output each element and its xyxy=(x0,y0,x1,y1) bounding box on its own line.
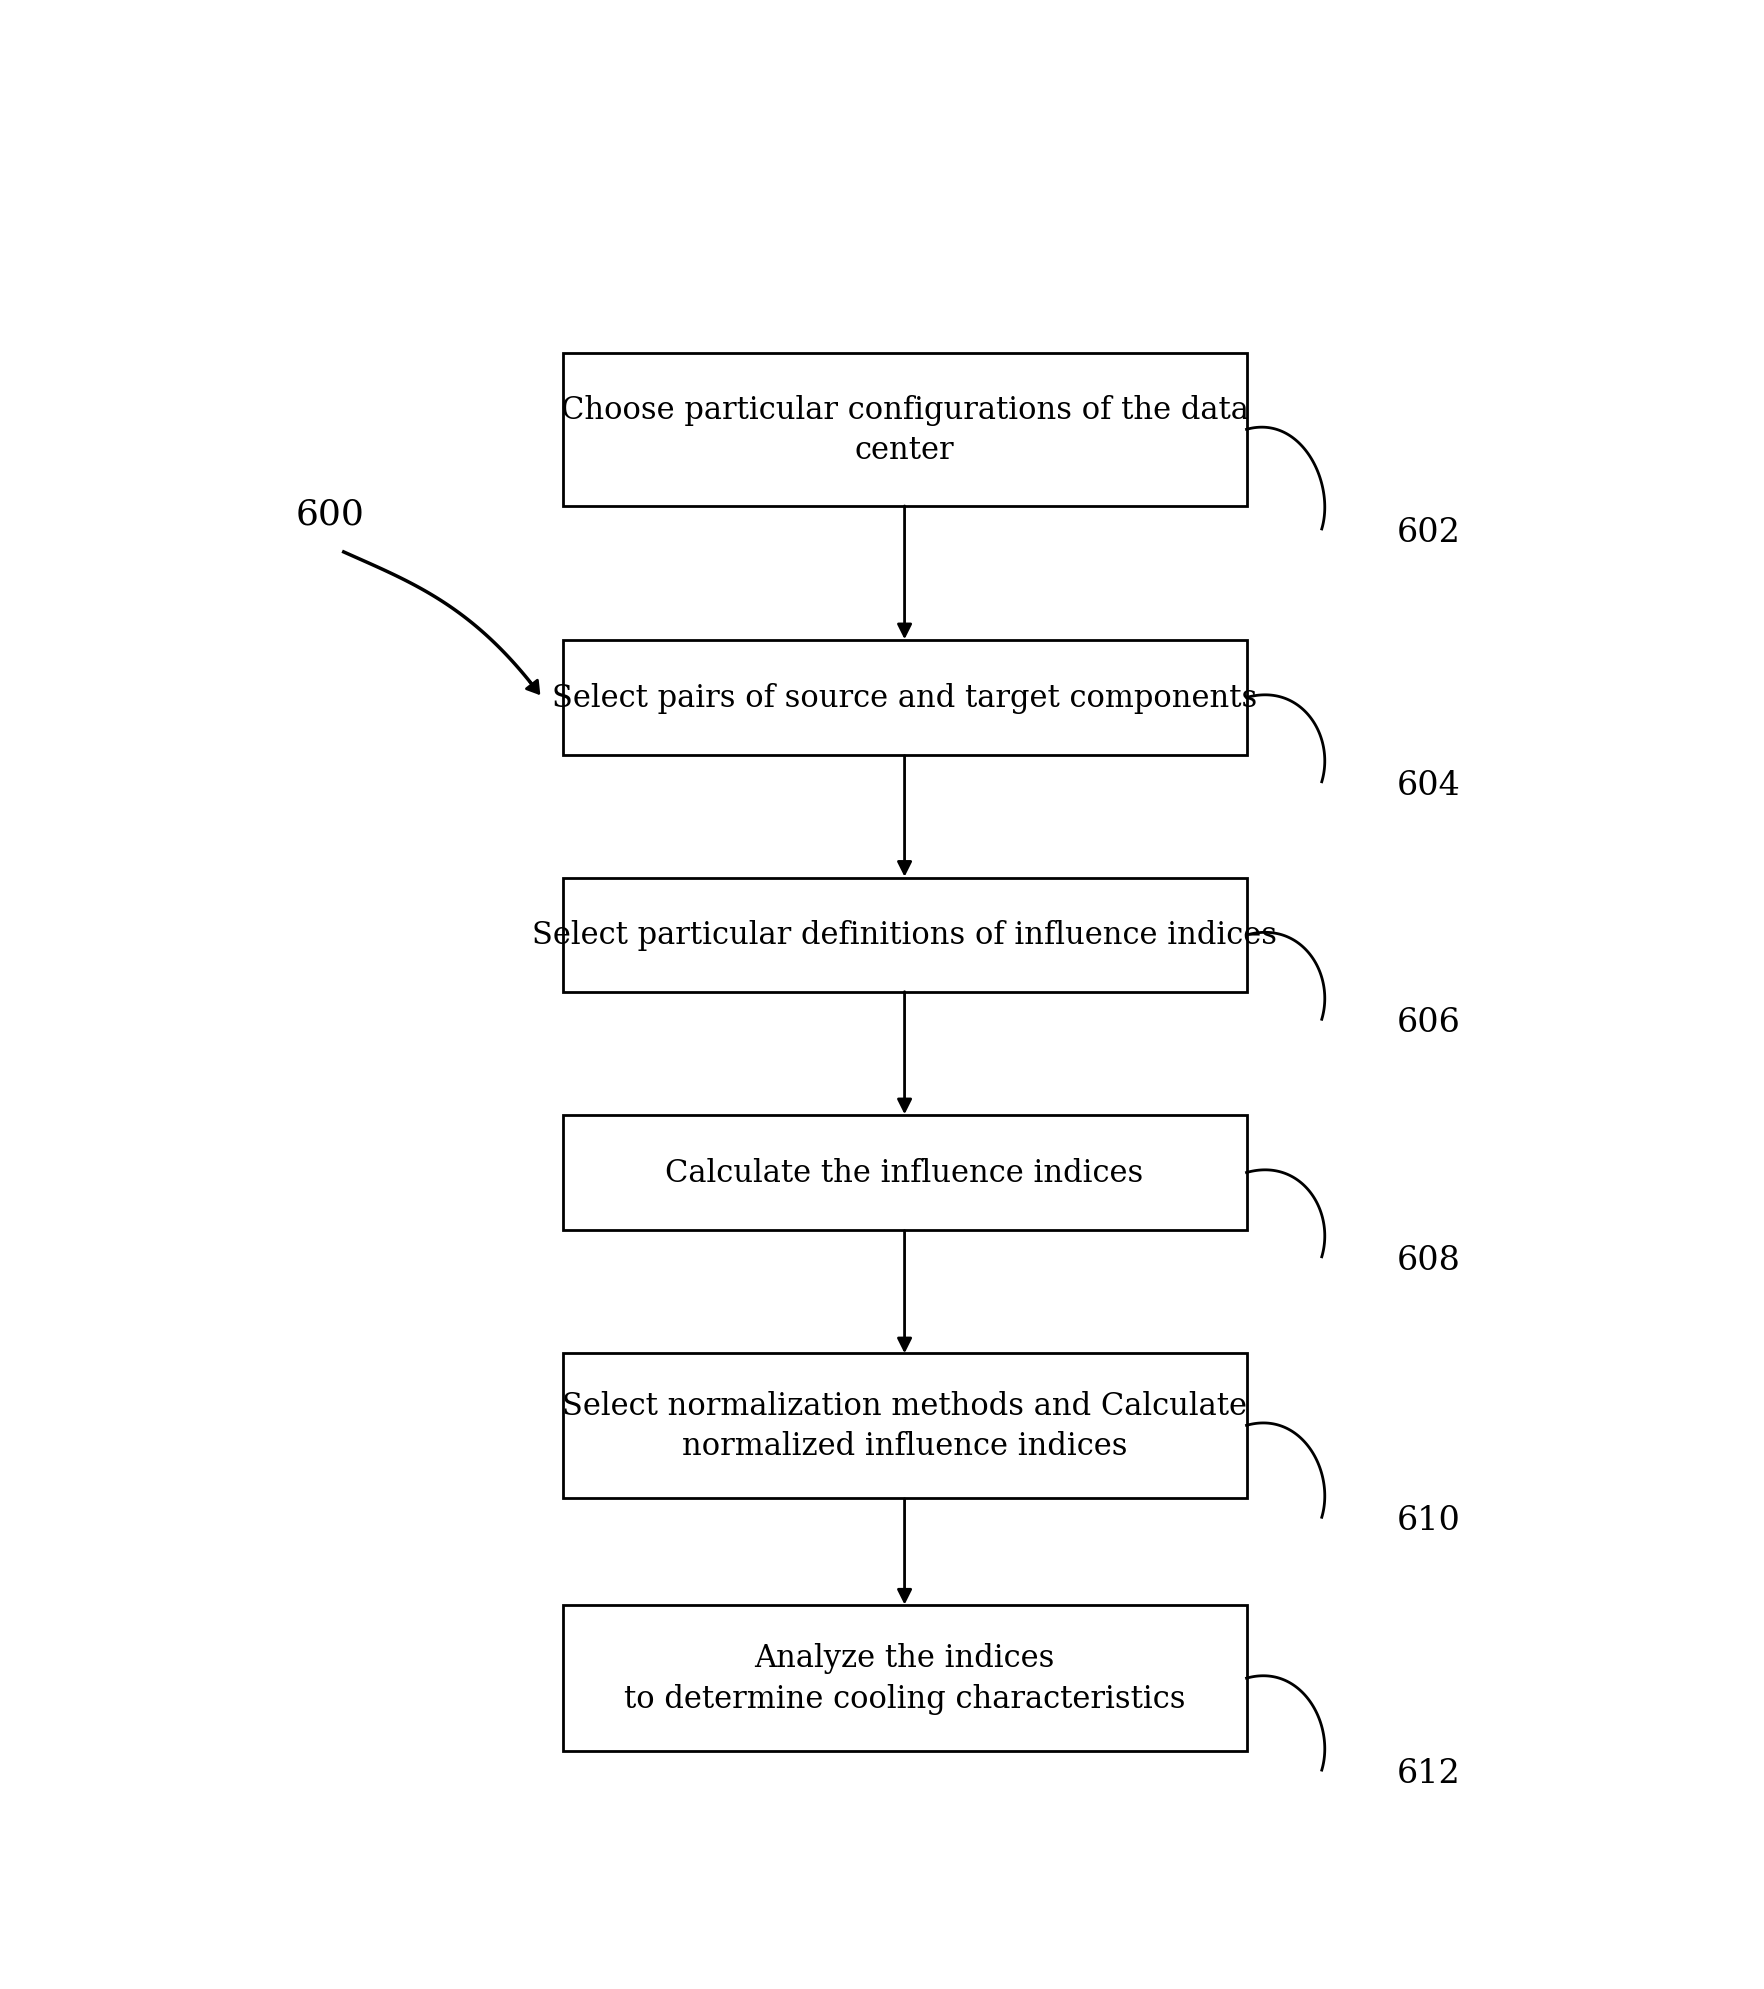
Bar xyxy=(563,1353,1245,1498)
FancyArrowPatch shape xyxy=(526,680,538,694)
Text: Analyze the indices
to determine cooling characteristics: Analyze the indices to determine cooling… xyxy=(623,1643,1185,1715)
Bar xyxy=(563,1116,1245,1231)
Text: Select pairs of source and target components: Select pairs of source and target compon… xyxy=(552,682,1256,714)
Bar xyxy=(563,354,1245,507)
Text: 604: 604 xyxy=(1397,770,1461,802)
Text: Choose particular configurations of the data
center: Choose particular configurations of the … xyxy=(561,394,1247,465)
Bar xyxy=(563,640,1245,756)
Text: 600: 600 xyxy=(296,497,365,531)
Text: 602: 602 xyxy=(1397,517,1461,549)
Bar xyxy=(563,1605,1245,1750)
Text: Calculate the influence indices: Calculate the influence indices xyxy=(665,1158,1143,1187)
Bar xyxy=(563,877,1245,993)
Text: 608: 608 xyxy=(1397,1245,1461,1277)
Text: 612: 612 xyxy=(1397,1756,1461,1790)
Text: Select particular definitions of influence indices: Select particular definitions of influen… xyxy=(531,921,1277,951)
Text: 610: 610 xyxy=(1397,1504,1461,1537)
Text: Select normalization methods and Calculate
normalized influence indices: Select normalization methods and Calcula… xyxy=(561,1390,1247,1462)
Text: 606: 606 xyxy=(1397,1006,1461,1038)
